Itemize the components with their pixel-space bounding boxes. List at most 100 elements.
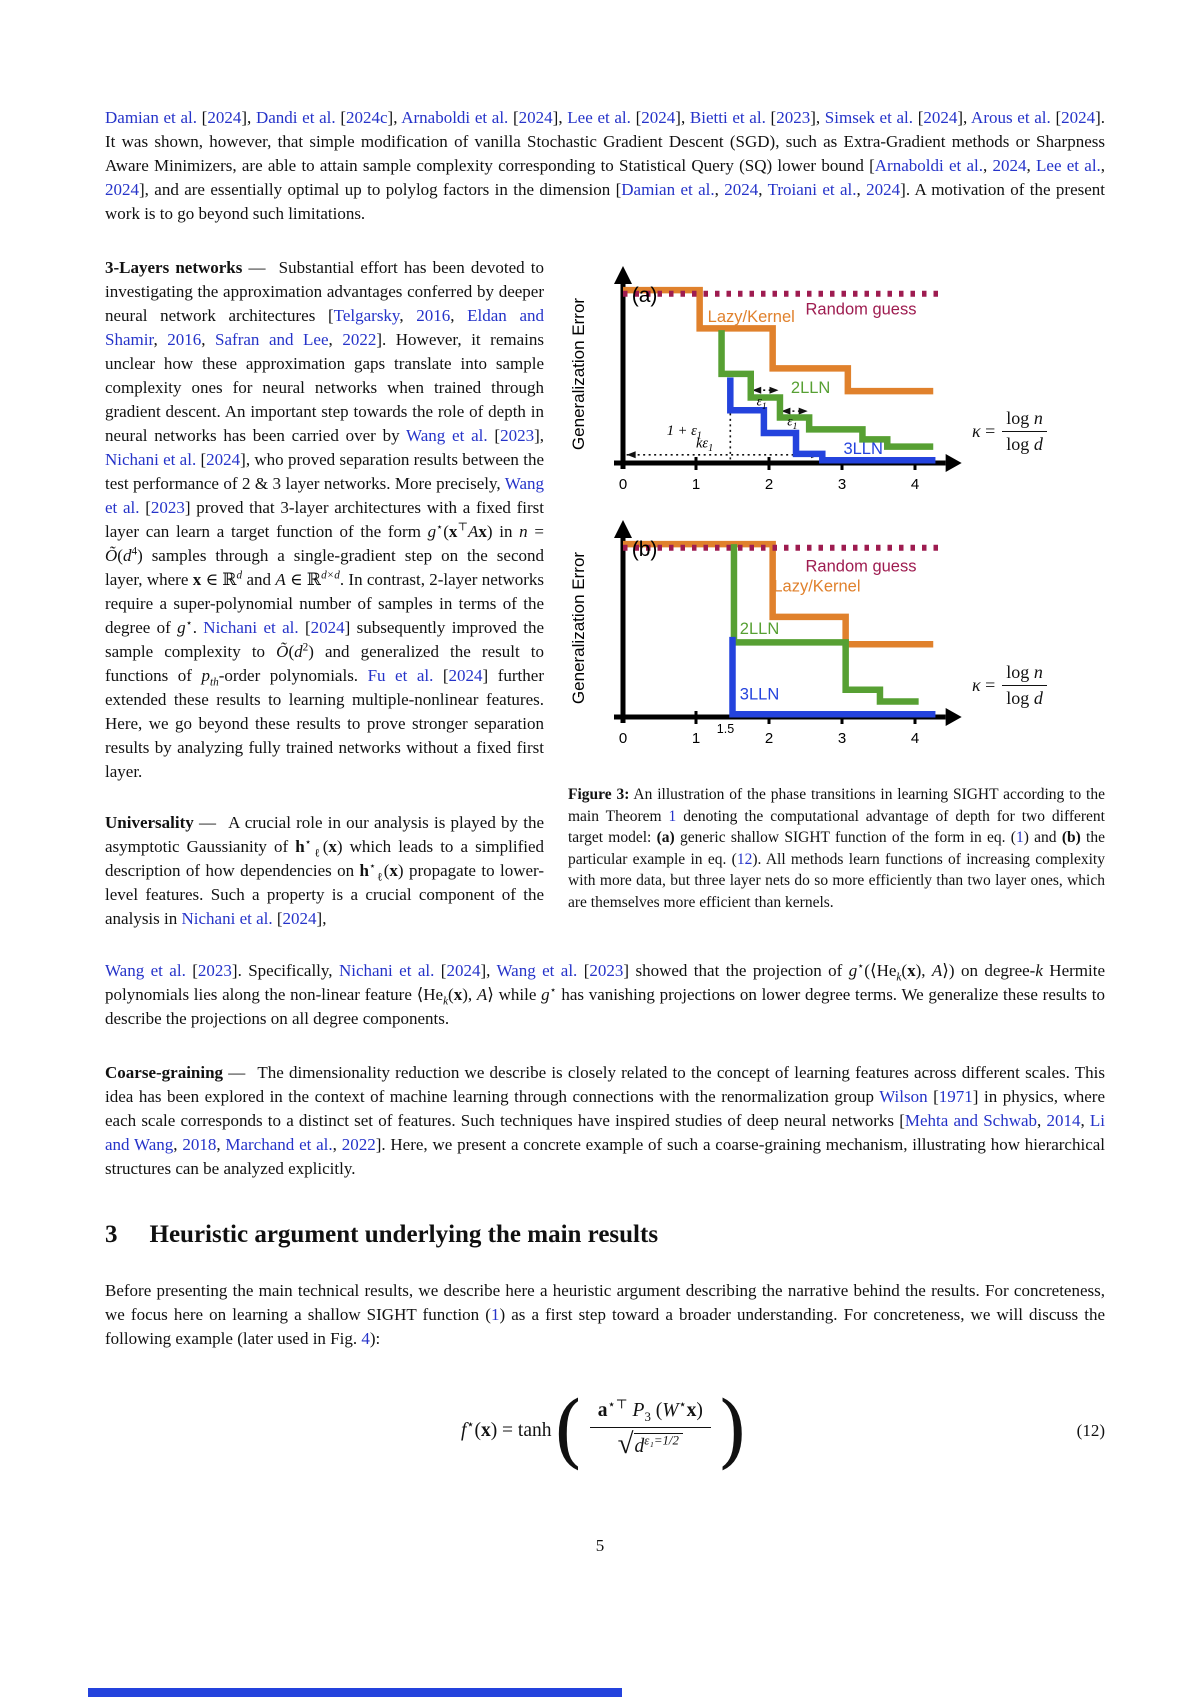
x-tick-label: 2 <box>765 476 773 493</box>
citation-link[interactable]: 4 <box>361 1329 370 1348</box>
chart-label: (a) <box>632 284 658 307</box>
citation-link[interactable]: Wang et al. <box>496 961 578 980</box>
y-axis-label: Generalization Error <box>569 298 588 450</box>
citation-link[interactable]: 2023 <box>150 498 185 517</box>
chart-label: ε1 <box>757 394 767 413</box>
citation-link[interactable]: 2024 <box>207 108 242 127</box>
x-tick-label: 3 <box>838 730 846 747</box>
citation-link[interactable]: Dandi et al. <box>255 108 336 127</box>
citation-link[interactable]: 2024 <box>724 180 759 199</box>
radicand: dε₁=1/2 <box>633 1433 683 1458</box>
series-lazy-kernel <box>623 286 934 395</box>
page-number: 5 <box>595 1536 605 1555</box>
citation-link[interactable]: Damian et al. <box>105 108 197 127</box>
citation-link[interactable]: 2024 <box>518 108 553 127</box>
citation-link[interactable]: Mehta and Schwab <box>904 1111 1038 1130</box>
citation-link[interactable]: Arnaboldi et al. <box>874 156 983 175</box>
x-tick-label: 0 <box>619 730 627 747</box>
citation-link[interactable]: 2024 <box>282 909 317 928</box>
citation-link[interactable]: Wang et al. <box>105 474 544 517</box>
equation-12-row: f⋆(x) = tanh ( a⋆⊤ P3 (W⋆x) √ dε₁=1/2 ) … <box>105 1367 1105 1495</box>
x-tick-label: 1 <box>692 476 700 493</box>
x-tick-label: 2 <box>765 730 773 747</box>
kappa-lhs: κ = <box>972 675 996 695</box>
citation-link[interactable]: 2024 <box>866 180 901 199</box>
chart-label: (b) <box>632 538 658 561</box>
citation-link[interactable]: Safran and Lee <box>215 330 329 349</box>
citation-link[interactable]: 2024 <box>641 108 676 127</box>
citation-link[interactable]: 2024 <box>105 180 139 199</box>
chart-label: 1 + ε1 <box>667 423 702 442</box>
citation-link[interactable]: 12 <box>736 850 753 868</box>
citation-link[interactable]: Wang et al. <box>105 961 186 980</box>
kappa-formula: κ = log n log d <box>972 408 1047 455</box>
figure-3-caption: Figure 3: An illustration of the phase t… <box>568 786 1105 911</box>
citation-link[interactable]: 2024 <box>992 156 1027 175</box>
citation-link[interactable]: Nichani et al. <box>105 450 197 469</box>
citation-link[interactable]: 2022 <box>341 1135 376 1154</box>
citation-link[interactable]: 2024 <box>206 450 241 469</box>
figure-3: 0 1 2 3 4 Generalization Error (a) Random guess… <box>568 256 1105 914</box>
citation-link[interactable]: Lee et al. <box>1036 156 1101 175</box>
citation-link[interactable]: Nichani et al. <box>181 909 273 928</box>
citation-link[interactable]: Bietti et al. <box>689 108 766 127</box>
citation-link[interactable]: Arnaboldi et al. <box>401 108 509 127</box>
citation-link[interactable]: Wang et al. <box>406 426 488 445</box>
citation-link[interactable]: Fu et al. <box>367 666 434 685</box>
citation-link[interactable]: 1 <box>490 1305 500 1324</box>
citation-link[interactable]: Nichani et al. <box>203 618 299 637</box>
two-column-block: 3-Layers networks — Substantial effort h… <box>105 256 1105 931</box>
citation-link[interactable]: 2016 <box>416 306 451 325</box>
citation-link[interactable]: 2023 <box>589 961 624 980</box>
citation-link[interactable]: 1971 <box>938 1087 973 1106</box>
citation-link[interactable]: 2016 <box>167 330 202 349</box>
citation-link[interactable]: 2022 <box>342 330 377 349</box>
citation-link[interactable]: 2024 <box>1061 108 1096 127</box>
citation-link[interactable]: 2024 <box>448 666 483 685</box>
citation-link[interactable]: 2024 <box>923 108 958 127</box>
paragraph-3-layers-networks: 3-Layers networks — Substantial effort h… <box>105 258 545 781</box>
kappa-fraction: log n log d <box>1002 408 1047 455</box>
citation-link[interactable]: Wilson <box>879 1087 928 1106</box>
kappa-numerator: log n <box>1002 662 1047 686</box>
citation-link[interactable]: Damian et al. <box>621 180 715 199</box>
section-number: 3 <box>105 1221 118 1248</box>
radicand-base: d <box>634 1436 645 1457</box>
citation-link[interactable]: Marchand et al. <box>225 1135 333 1154</box>
section-heading: 3 Heuristic argument underlying the main … <box>105 1221 1105 1249</box>
next-page-figure-edge <box>88 1688 622 1697</box>
citation-link[interactable]: 2024 <box>446 961 481 980</box>
citation-link[interactable]: 2018 <box>182 1135 217 1154</box>
paragraph-universality: Universality — A crucial role in our ana… <box>105 813 545 928</box>
citation-link[interactable]: Lee et al. <box>567 108 631 127</box>
citation-link[interactable]: 1 <box>1015 829 1024 847</box>
chart-label: 3LLN <box>843 440 882 458</box>
citation-link[interactable]: 2024 <box>310 618 345 637</box>
series-lazy-kernel <box>623 540 934 648</box>
citation-link[interactable]: 2023 <box>197 961 232 980</box>
equation-denominator: √ dε₁=1/2 <box>590 1428 711 1462</box>
citation-link[interactable]: 2023 <box>500 426 535 445</box>
x-tick-label: 0 <box>619 476 627 493</box>
citation-link[interactable]: Li and Wang <box>105 1111 1105 1154</box>
chart-label: Lazy/Kernel <box>708 308 795 326</box>
chart-svg-a: 0 1 2 3 4 Generalization Error (a) Random guess… <box>569 266 962 493</box>
citation-link[interactable]: 2014 <box>1046 1111 1081 1130</box>
left-column: 3-Layers networks — Substantial effort h… <box>105 256 544 931</box>
citation-link[interactable]: Arous et al. <box>971 108 1051 127</box>
close-paren: ) <box>716 1384 749 1477</box>
paragraph-projections: Wang et al. [2023]. Specifically, Nichan… <box>105 960 1105 1028</box>
citation-link[interactable]: Telgarsky <box>333 306 400 325</box>
kappa-denominator: log d <box>1006 688 1043 708</box>
citation-link[interactable]: Simsek et al. <box>824 108 914 127</box>
citation-link[interactable]: 1 <box>668 807 677 825</box>
citation-link[interactable]: 2024c <box>346 108 388 127</box>
chart-label: Lazy/Kernel <box>773 577 860 595</box>
paragraph-coarse-graining: Coarse-graining — The dimensionality red… <box>105 1063 1106 1178</box>
citation-link[interactable]: Nichani et al. <box>338 961 435 980</box>
citation-link[interactable]: Eldan and Shamir <box>105 306 544 349</box>
citation-link[interactable]: 2023 <box>776 108 811 127</box>
chart-label: Random guess <box>806 301 917 319</box>
citation-link[interactable]: Troiani et al. <box>767 180 857 199</box>
